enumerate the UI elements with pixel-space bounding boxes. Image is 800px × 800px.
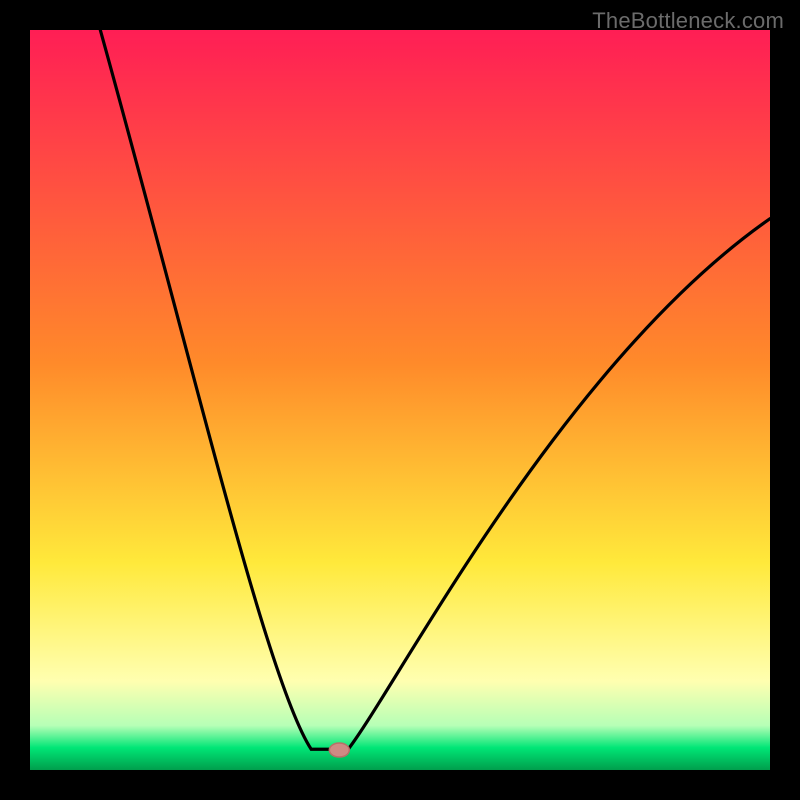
bottleneck-chart [0, 0, 800, 800]
optimal-point-marker [329, 743, 349, 757]
chart-stage: TheBottleneck.com [0, 0, 800, 800]
chart-gradient-background [30, 30, 770, 770]
watermark-label: TheBottleneck.com [592, 8, 784, 34]
